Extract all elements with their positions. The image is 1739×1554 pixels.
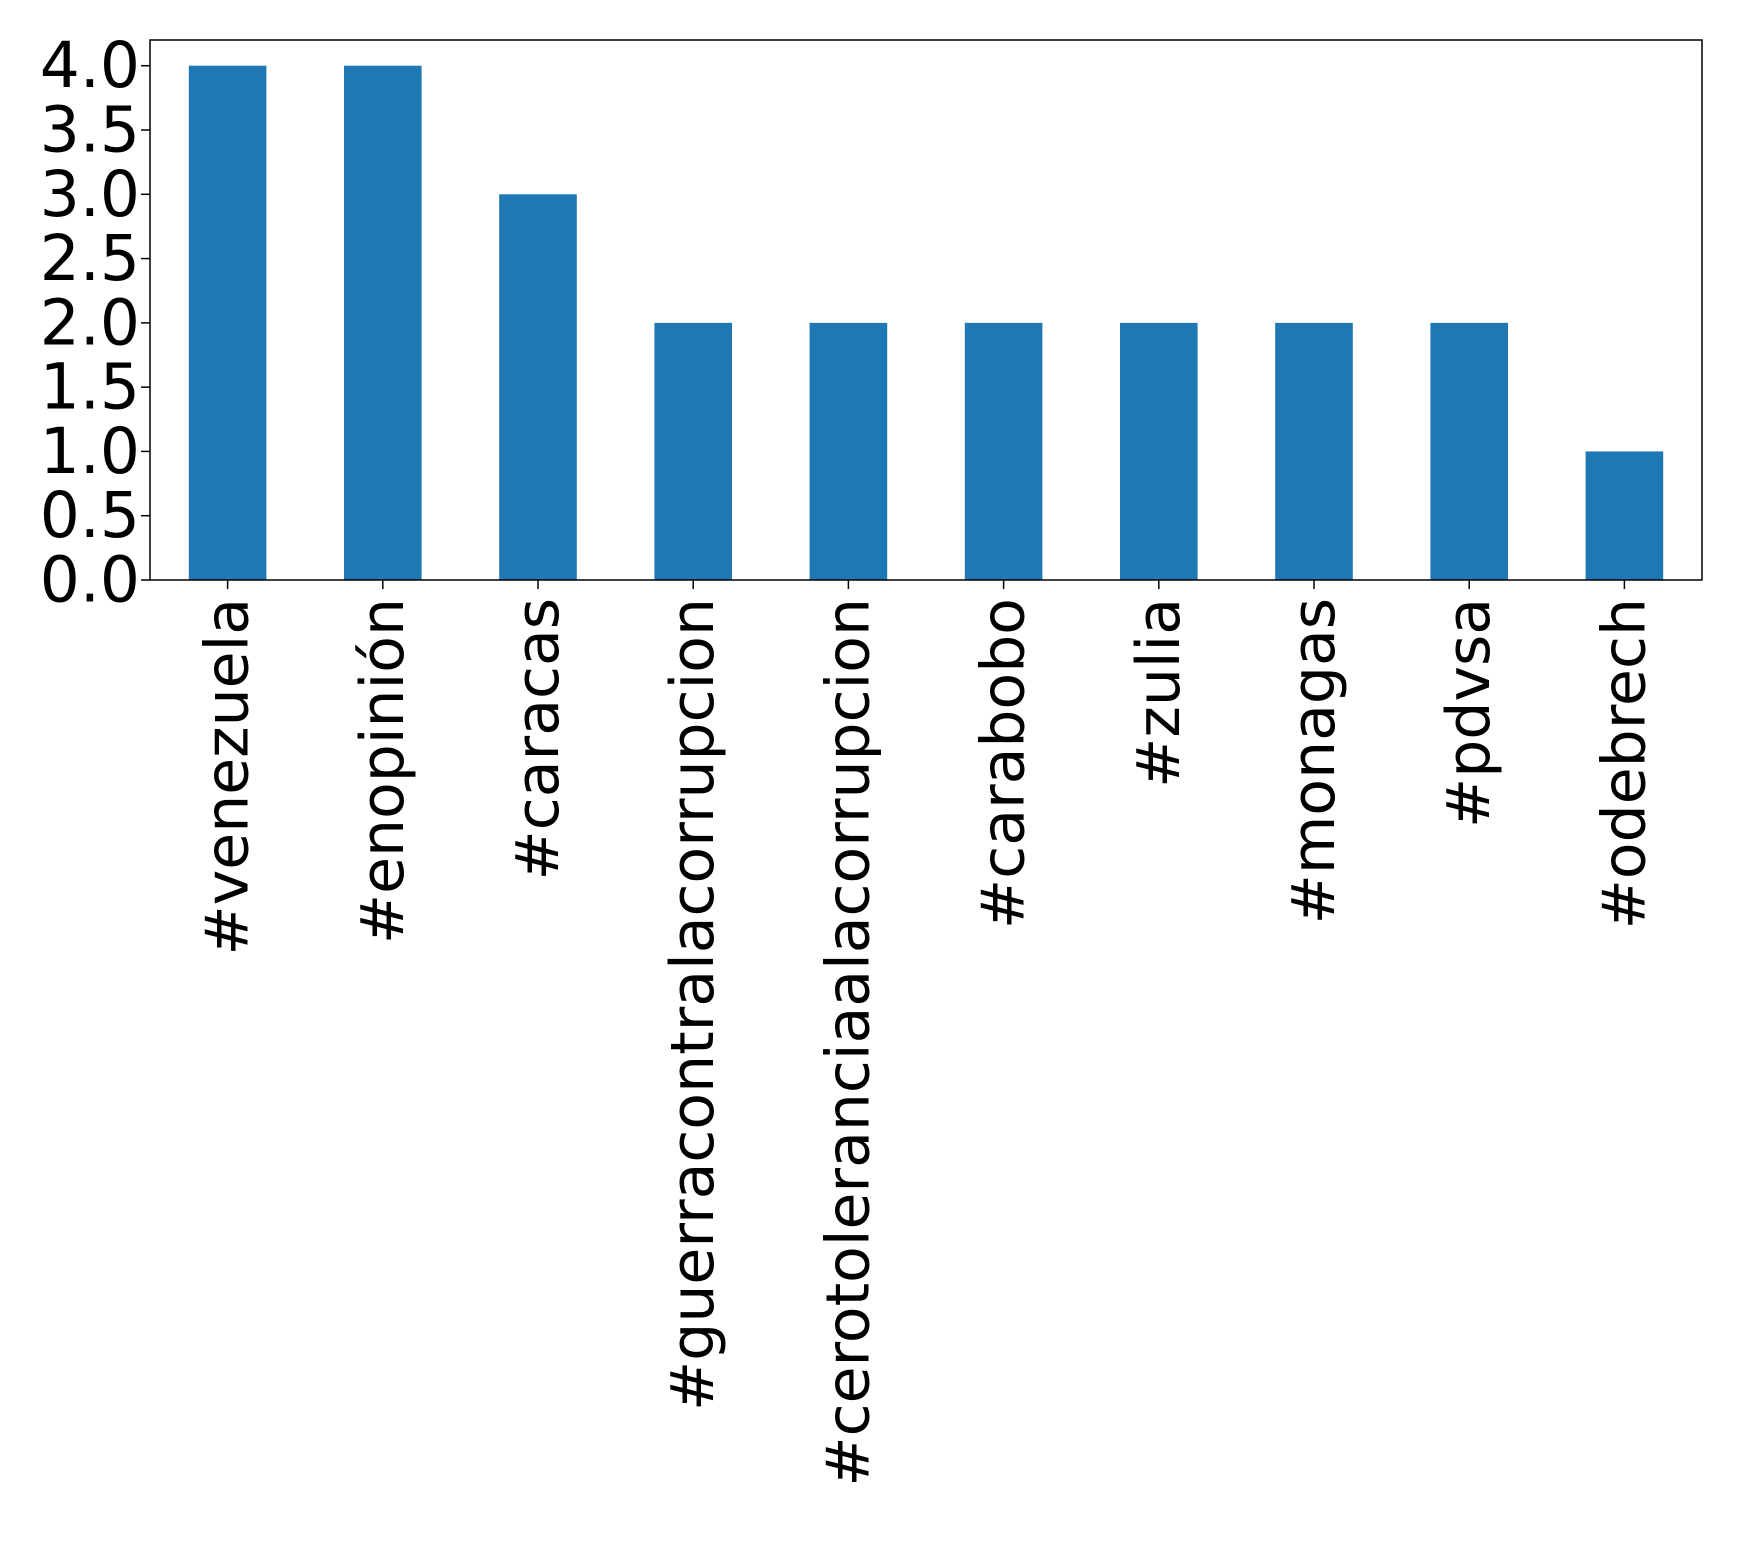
bar-zulia <box>1120 322 1198 580</box>
x-tick-label: #carabobo <box>969 598 1039 929</box>
x-tick-label: #zulia <box>1124 598 1194 788</box>
bars-layer <box>188 65 1664 581</box>
x-axis: #venezuela #enopinión #caracas #guerracontr… <box>193 580 1659 1487</box>
y-tick-label: 0.0 <box>40 544 140 617</box>
y-tick-label: 2.0 <box>40 286 140 359</box>
x-tick-label: #guerracontralacorrupcion <box>658 598 728 1411</box>
x-tick-label: #odebrech <box>1589 598 1659 929</box>
x-tick-label: #cerotoleranciaalacorrupcion <box>813 598 883 1487</box>
x-tick-label: #monagas <box>1279 598 1349 924</box>
x-tick-label: #caracas <box>503 598 573 880</box>
bar-odebrech <box>1585 451 1664 580</box>
plot-frame <box>149 39 1703 581</box>
bar-carabobo <box>964 322 1043 580</box>
y-tick-label: 1.5 <box>40 351 140 424</box>
x-tick-label: #venezuela <box>193 598 263 956</box>
bar-monagas <box>1275 322 1353 580</box>
x-tick-label: #enopinión <box>348 598 418 944</box>
bar-pdvsa <box>1430 322 1508 580</box>
y-tick-label: 1.0 <box>40 415 140 488</box>
bar-enopinin <box>344 65 422 580</box>
y-tick-label: 2.5 <box>40 222 140 295</box>
y-tick-label: 3.0 <box>40 158 140 231</box>
bar-caracas <box>499 194 577 581</box>
bar-venezuela <box>188 65 267 580</box>
y-tick-label: 4.0 <box>40 29 140 102</box>
y-axis: 0.00.51.01.52.02.53.03.54.0 <box>40 29 150 617</box>
y-tick-label: 0.5 <box>40 479 140 552</box>
bar-guerracontralacorrupcion <box>654 322 732 580</box>
x-tick-label: #pdvsa <box>1434 598 1504 828</box>
bar-cerotoleranciaalacorrupcion <box>809 322 888 580</box>
y-tick-label: 3.5 <box>40 94 140 167</box>
